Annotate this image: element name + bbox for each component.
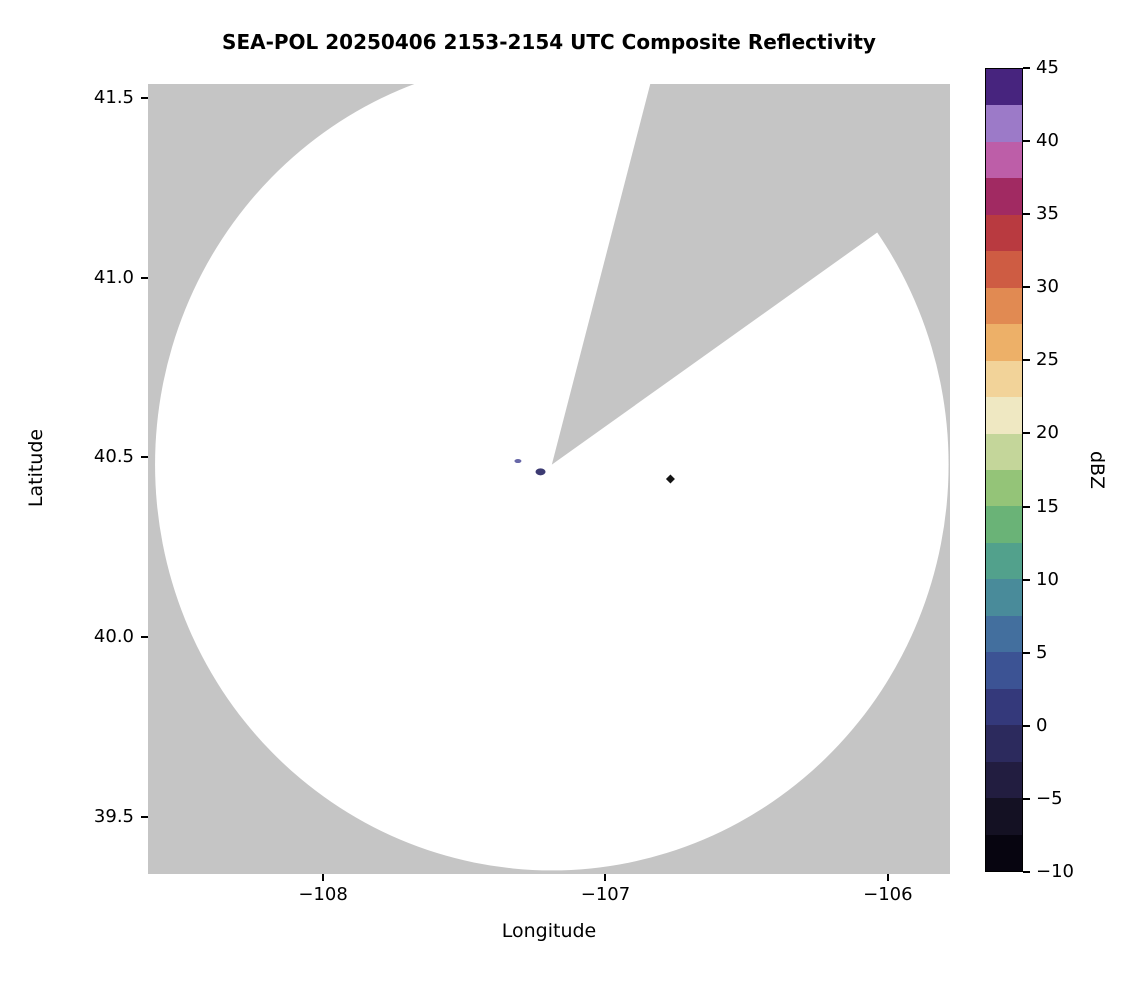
radar-plot-svg xyxy=(155,84,950,871)
colorbar-tick-label: 15 xyxy=(1036,495,1059,517)
colorbar-tick-mark xyxy=(1023,724,1030,727)
colorbar-tick-label: 35 xyxy=(1036,203,1059,225)
colorbar-band xyxy=(986,397,1022,434)
x-axis-label: Longitude xyxy=(501,920,597,942)
colorbar-band xyxy=(986,542,1022,580)
colorbar-tick-mark xyxy=(1023,286,1030,289)
colorbar-tick-mark xyxy=(1023,359,1030,362)
y-tick-label: 40.0 xyxy=(93,626,134,647)
colorbar-band xyxy=(986,287,1022,325)
echo-point xyxy=(665,474,675,484)
colorbar-band xyxy=(986,214,1022,252)
colorbar-band xyxy=(986,69,1022,106)
colorbar-tick-label: 25 xyxy=(1036,349,1059,371)
colorbar-band xyxy=(986,178,1022,215)
blocked-sector-wedge xyxy=(551,84,950,465)
y-tick-label: 41.5 xyxy=(93,87,134,109)
colorbar-tick-label: 5 xyxy=(1036,641,1048,663)
colorbar-tick-label: −10 xyxy=(1036,861,1074,882)
colorbar-band xyxy=(986,360,1022,398)
colorbar-band xyxy=(986,506,1022,543)
y-tick-label: 39.5 xyxy=(93,805,134,827)
colorbar-tick-label: −5 xyxy=(1036,787,1063,809)
colorbar-band xyxy=(986,688,1022,726)
y-tick-mark xyxy=(141,636,148,638)
colorbar-band xyxy=(986,105,1022,142)
y-tick-label: 40.5 xyxy=(93,446,134,468)
colorbar-tick-mark xyxy=(1023,213,1030,216)
colorbar-band xyxy=(986,433,1022,470)
y-tick-mark xyxy=(141,276,148,279)
colorbar-tick-mark xyxy=(1023,140,1030,143)
y-tick-label: 41.0 xyxy=(93,266,134,288)
x-tick-label: −108 xyxy=(298,884,348,905)
colorbar-tick-mark xyxy=(1023,797,1030,800)
echo-point xyxy=(535,468,546,476)
colorbar-tick-label: 30 xyxy=(1036,276,1059,298)
colorbar-band xyxy=(986,725,1022,762)
y-axis-label: Latitude xyxy=(25,428,47,508)
colorbar-band xyxy=(986,761,1022,799)
plot-area xyxy=(148,84,950,874)
x-tick-mark xyxy=(604,874,607,881)
colorbar-band xyxy=(986,834,1022,871)
y-tick-mark xyxy=(141,97,148,100)
y-tick-mark xyxy=(141,815,148,818)
colorbar-band xyxy=(986,798,1022,835)
colorbar-tick-label: 40 xyxy=(1036,130,1059,152)
colorbar-axis-label: dBZ xyxy=(1086,450,1108,490)
colorbar-band xyxy=(986,141,1022,179)
echo-point xyxy=(514,459,522,464)
chart-title: SEA-POL 20250406 2153-2154 UTC Composite… xyxy=(222,30,876,54)
colorbar-band xyxy=(986,251,1022,288)
x-tick-label: −107 xyxy=(580,884,631,905)
colorbar-band xyxy=(986,615,1022,653)
x-tick-label: −106 xyxy=(863,884,913,905)
colorbar-tick-mark xyxy=(1023,67,1030,69)
colorbar-tick-mark xyxy=(1023,578,1030,581)
colorbar-tick-label: 20 xyxy=(1036,422,1059,444)
colorbar-tick-mark xyxy=(1023,651,1030,654)
colorbar xyxy=(985,68,1023,872)
colorbar-tick-mark xyxy=(1023,871,1030,873)
colorbar-tick-label: 10 xyxy=(1036,568,1059,590)
colorbar-band xyxy=(986,652,1022,689)
colorbar-band xyxy=(986,469,1022,507)
colorbar-tick-label: 0 xyxy=(1036,714,1048,736)
colorbar-band xyxy=(986,324,1022,361)
x-tick-mark xyxy=(322,874,325,881)
colorbar-tick-mark xyxy=(1023,432,1030,435)
colorbar-tick-mark xyxy=(1023,505,1030,508)
y-tick-mark xyxy=(141,456,148,459)
colorbar-tick-label: 45 xyxy=(1036,57,1059,78)
colorbar-band xyxy=(986,579,1022,616)
x-tick-mark xyxy=(886,874,889,881)
